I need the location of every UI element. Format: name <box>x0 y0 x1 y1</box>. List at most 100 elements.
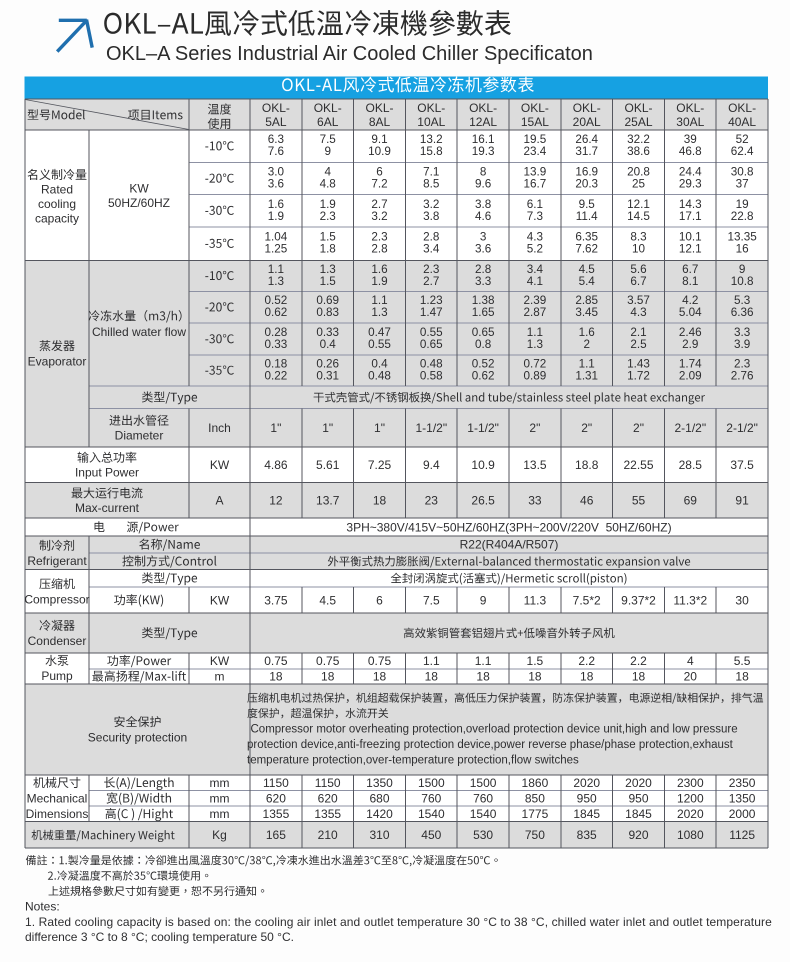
svg-text:1.43: 1.43 <box>627 358 650 371</box>
svg-text:19.3: 19.3 <box>472 145 495 158</box>
svg-text:15.8: 15.8 <box>420 145 443 158</box>
svg-text:1.72: 1.72 <box>627 370 650 383</box>
svg-text:18.8: 18.8 <box>575 458 599 472</box>
svg-text:3.2: 3.2 <box>423 198 439 211</box>
svg-text:5.61: 5.61 <box>316 458 340 472</box>
svg-text:Pump: Pump <box>41 669 73 683</box>
svg-text:10AL: 10AL <box>417 115 445 129</box>
svg-text:3.45: 3.45 <box>575 306 598 319</box>
svg-text:16: 16 <box>736 243 749 256</box>
svg-text:Evaporator: Evaporator <box>28 355 87 369</box>
svg-text:KW: KW <box>210 593 230 607</box>
svg-text:0.75: 0.75 <box>316 654 340 668</box>
svg-text:19.5: 19.5 <box>524 133 547 146</box>
svg-text:2.8: 2.8 <box>475 263 491 276</box>
svg-text:210: 210 <box>318 828 338 842</box>
svg-text:2350: 2350 <box>729 776 756 790</box>
svg-text:1500: 1500 <box>470 776 497 790</box>
svg-text:0.69: 0.69 <box>316 294 339 307</box>
svg-text:1.1: 1.1 <box>423 654 440 668</box>
svg-text:7.25: 7.25 <box>368 458 392 472</box>
svg-text:2.8: 2.8 <box>423 231 439 244</box>
svg-text:1.3: 1.3 <box>320 263 336 276</box>
svg-text:2.87: 2.87 <box>524 306 547 319</box>
svg-text:protection device,anti-freezin: protection device,anti-freezing protecti… <box>247 739 734 751</box>
svg-text:1.9: 1.9 <box>268 210 284 223</box>
svg-text:0.55: 0.55 <box>420 326 443 339</box>
svg-text:2": 2" <box>529 421 540 435</box>
svg-text:0.65: 0.65 <box>420 338 443 351</box>
svg-text:1.31: 1.31 <box>575 370 598 383</box>
svg-text:69: 69 <box>684 494 698 508</box>
svg-text:0.8: 0.8 <box>475 338 491 351</box>
svg-text:2-1/2": 2-1/2" <box>674 421 706 435</box>
svg-text:Max-current: Max-current <box>75 501 140 515</box>
svg-text:2.85: 2.85 <box>575 294 598 307</box>
svg-text:m: m <box>215 670 225 684</box>
svg-text:18: 18 <box>373 670 387 684</box>
svg-text:0.48: 0.48 <box>420 358 443 371</box>
svg-text:12: 12 <box>269 494 283 508</box>
svg-text:620: 620 <box>318 792 338 806</box>
svg-text:14.3: 14.3 <box>679 198 702 211</box>
svg-text:450: 450 <box>421 828 441 842</box>
svg-text:KW: KW <box>210 458 230 472</box>
svg-text:1.9: 1.9 <box>371 275 387 288</box>
svg-text:4.3: 4.3 <box>527 231 543 244</box>
svg-text:capacity: capacity <box>35 212 79 226</box>
svg-text:2.46: 2.46 <box>679 326 702 339</box>
svg-text:13.7: 13.7 <box>316 494 340 508</box>
svg-text:1. Rated cooling capacity is b: 1. Rated cooling capacity is based on: t… <box>25 915 772 929</box>
svg-text:2.3: 2.3 <box>320 210 336 223</box>
svg-text:30.8: 30.8 <box>731 166 754 179</box>
svg-text:0.83: 0.83 <box>316 306 339 319</box>
svg-text:6.3: 6.3 <box>268 133 284 146</box>
svg-text:2-1/2": 2-1/2" <box>726 421 758 435</box>
svg-text:OKL-: OKL- <box>469 101 497 115</box>
svg-text:8.3: 8.3 <box>630 231 646 244</box>
svg-text:32.2: 32.2 <box>627 133 650 146</box>
svg-text:1845: 1845 <box>573 807 600 821</box>
svg-text:12.1: 12.1 <box>679 243 702 256</box>
svg-text:1.47: 1.47 <box>420 306 443 319</box>
svg-text:1350: 1350 <box>729 792 756 806</box>
svg-text:4: 4 <box>687 654 694 668</box>
svg-text:18: 18 <box>476 670 490 684</box>
svg-text:6.7: 6.7 <box>630 275 646 288</box>
svg-text:3: 3 <box>480 231 487 244</box>
svg-text:1150: 1150 <box>263 776 289 790</box>
svg-text:18: 18 <box>632 670 646 684</box>
svg-text:46: 46 <box>580 494 594 508</box>
svg-text:1": 1" <box>270 421 281 435</box>
svg-text:18: 18 <box>321 670 335 684</box>
svg-text:22.55: 22.55 <box>623 458 653 472</box>
svg-text:18: 18 <box>580 670 594 684</box>
svg-text:1845: 1845 <box>625 807 652 821</box>
svg-text:difference 3 °C to 8 °C; cooli: difference 3 °C to 8 °C; cooling tempera… <box>25 930 294 944</box>
svg-text:0.55: 0.55 <box>368 338 391 351</box>
svg-text:OKL-: OKL- <box>624 101 652 115</box>
svg-text:1.1: 1.1 <box>371 294 387 307</box>
svg-text:OKL-: OKL- <box>262 101 290 115</box>
svg-text:6: 6 <box>376 166 383 179</box>
svg-text:11.3: 11.3 <box>524 593 547 607</box>
svg-text:46.8: 46.8 <box>679 145 702 158</box>
svg-text:2.09: 2.09 <box>679 370 702 383</box>
svg-text:25AL: 25AL <box>624 115 652 129</box>
svg-text:10.9: 10.9 <box>368 145 391 158</box>
svg-text:10.1: 10.1 <box>679 231 702 244</box>
svg-text:23: 23 <box>425 494 439 508</box>
svg-text:17.1: 17.1 <box>679 210 702 223</box>
svg-text:3.0: 3.0 <box>268 166 285 179</box>
svg-text:2: 2 <box>583 338 590 351</box>
svg-text:18: 18 <box>373 494 387 508</box>
svg-text:6: 6 <box>376 593 383 607</box>
svg-text:Compressor motor overheating p: Compressor motor overheating protection,… <box>251 724 738 736</box>
svg-text:11.4: 11.4 <box>576 210 598 223</box>
svg-text:760: 760 <box>473 792 493 806</box>
svg-text:39: 39 <box>684 133 697 146</box>
svg-text:18: 18 <box>528 670 542 684</box>
svg-text:20.3: 20.3 <box>575 178 598 191</box>
svg-text:1.6: 1.6 <box>579 326 595 339</box>
svg-text:mm: mm <box>210 792 230 806</box>
